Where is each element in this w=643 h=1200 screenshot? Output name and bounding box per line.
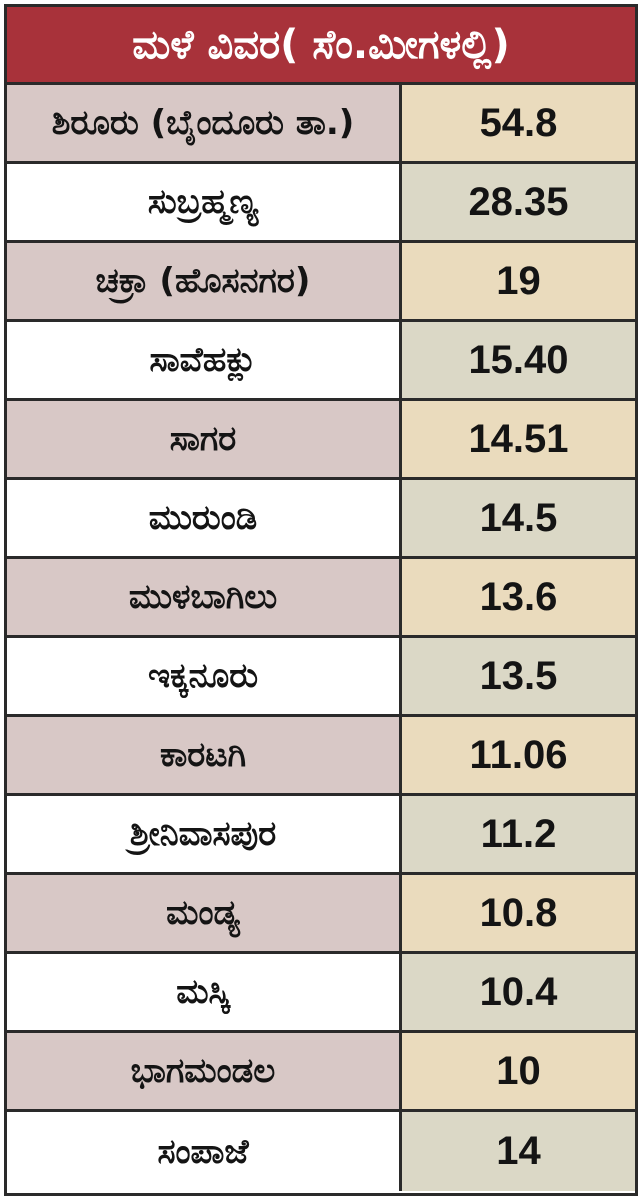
location-name: ಸುಬ್ರಹ್ಮಣ್ಯ xyxy=(7,164,402,240)
location-name: ಶಿರೂರು (ಬೈಂದೂರು ತಾ.) xyxy=(7,85,402,161)
rainfall-value: 13.6 xyxy=(402,559,635,635)
table-row: ಸಾವೆಹಕ್ಲು 15.40 xyxy=(7,322,635,401)
rainfall-value: 11.06 xyxy=(402,717,635,793)
location-name: ಕಾರಟಗಿ xyxy=(7,717,402,793)
location-name: ಇಕ್ಕನೂರು xyxy=(7,638,402,714)
rainfall-value: 13.5 xyxy=(402,638,635,714)
table-row: ಸಾಗರ 14.51 xyxy=(7,401,635,480)
rainfall-value: 14.51 xyxy=(402,401,635,477)
location-name: ಶ್ರೀನಿವಾಸಪುರ xyxy=(7,796,402,872)
table-title: ಮಳೆ ವಿವರ( ಸೆಂ.ಮೀಗಳಲ್ಲಿ) xyxy=(7,7,635,85)
location-name: ಮುಳಬಾಗಿಲು xyxy=(7,559,402,635)
table-row: ಮುಳಬಾಗಿಲು 13.6 xyxy=(7,559,635,638)
location-name: ಸಾಗರ xyxy=(7,401,402,477)
rainfall-table: ಮಳೆ ವಿವರ( ಸೆಂ.ಮೀಗಳಲ್ಲಿ) ಶಿರೂರು (ಬೈಂದೂರು … xyxy=(4,4,638,1196)
table-row: ಭಾಗಮಂಡಲ 10 xyxy=(7,1033,635,1112)
rainfall-value: 19 xyxy=(402,243,635,319)
rainfall-value: 14.5 xyxy=(402,480,635,556)
table-row: ಸುಬ್ರಹ್ಮಣ್ಯ 28.35 xyxy=(7,164,635,243)
location-name: ಭಾಗಮಂಡಲ xyxy=(7,1033,402,1109)
table-row: ಶಿರೂರು (ಬೈಂದೂರು ತಾ.) 54.8 xyxy=(7,85,635,164)
rainfall-value: 10.8 xyxy=(402,875,635,951)
location-name: ಮಸ್ಕಿ xyxy=(7,954,402,1030)
rainfall-value: 14 xyxy=(402,1112,635,1191)
location-name: ಮುರುಂಡಿ xyxy=(7,480,402,556)
table-row: ಇಕ್ಕನೂರು 13.5 xyxy=(7,638,635,717)
table-row: ಚಕ್ರಾ (ಹೊಸನಗರ) 19 xyxy=(7,243,635,322)
location-name: ಸಾವೆಹಕ್ಲು xyxy=(7,322,402,398)
table-row: ಶ್ರೀನಿವಾಸಪುರ 11.2 xyxy=(7,796,635,875)
rainfall-value: 10 xyxy=(402,1033,635,1109)
rainfall-value: 28.35 xyxy=(402,164,635,240)
rainfall-value: 10.4 xyxy=(402,954,635,1030)
location-name: ಚಕ್ರಾ (ಹೊಸನಗರ) xyxy=(7,243,402,319)
table-body: ಶಿರೂರು (ಬೈಂದೂರು ತಾ.) 54.8 ಸುಬ್ರಹ್ಮಣ್ಯ 28… xyxy=(7,85,635,1191)
table-row: ಮಸ್ಕಿ 10.4 xyxy=(7,954,635,1033)
table-row: ಮುರುಂಡಿ 14.5 xyxy=(7,480,635,559)
location-name: ಮಂಡ್ಯ xyxy=(7,875,402,951)
location-name: ಸಂಪಾಜೆ xyxy=(7,1112,402,1191)
table-row: ಕಾರಟಗಿ 11.06 xyxy=(7,717,635,796)
rainfall-value: 54.8 xyxy=(402,85,635,161)
rainfall-value: 15.40 xyxy=(402,322,635,398)
table-row: ಸಂಪಾಜೆ 14 xyxy=(7,1112,635,1191)
table-row: ಮಂಡ್ಯ 10.8 xyxy=(7,875,635,954)
rainfall-value: 11.2 xyxy=(402,796,635,872)
